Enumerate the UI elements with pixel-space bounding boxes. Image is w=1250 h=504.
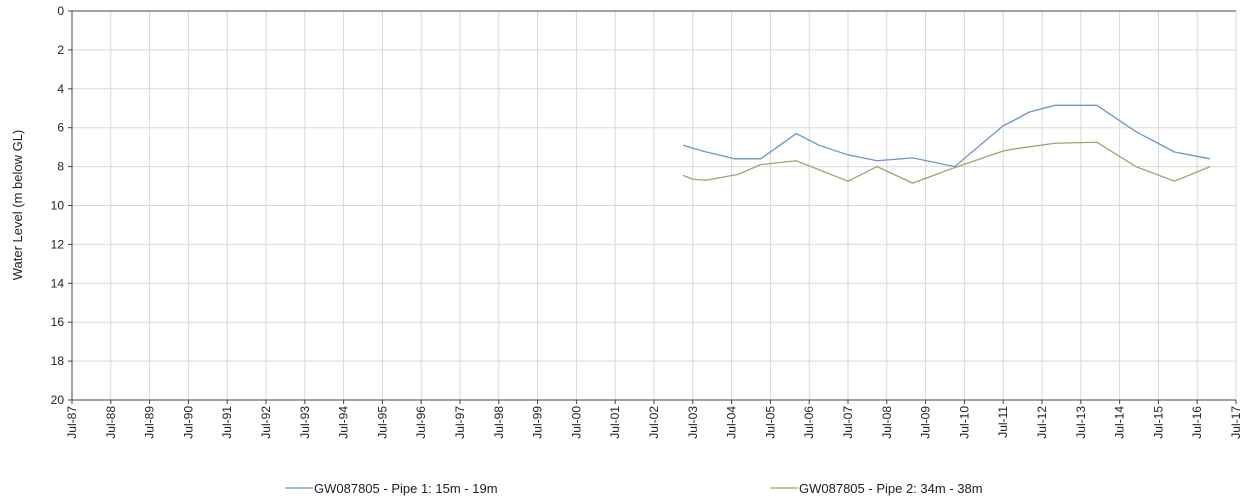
x-tick-label: Jul-96 [414,406,428,439]
legend-label: GW087805 - Pipe 1: 15m - 19m [314,481,498,496]
x-tick-label: Jul-10 [957,406,971,439]
y-tick-label: 12 [51,237,65,251]
y-tick-label: 0 [57,4,64,18]
x-tick-label: Jul-04 [725,406,739,439]
x-tick-label: Jul-93 [298,406,312,439]
series-line [682,141,1211,184]
y-tick-label: 10 [51,199,65,213]
y-tick-label: 8 [57,160,64,174]
x-tick-label: Jul-97 [453,406,467,439]
x-tick-label: Jul-05 [763,406,777,439]
y-tick-label: 4 [57,82,64,96]
x-tick-label: Jul-06 [802,406,816,439]
series-line [682,104,1211,168]
x-tick-label: Jul-09 [919,406,933,439]
x-tick-label: Jul-94 [337,406,351,439]
y-tick-label: 18 [51,354,65,368]
legend-label: GW087805 - Pipe 2: 34m - 38m [799,481,983,496]
y-tick-label: 2 [57,43,64,57]
y-axis-title: Water Level (m below GL) [10,130,25,281]
x-tick-label: Jul-91 [220,406,234,439]
x-tick-label: Jul-17 [1229,406,1243,439]
y-tick-label: 20 [51,393,65,407]
x-tick-label: Jul-98 [492,406,506,439]
x-tick-label: Jul-07 [841,406,855,439]
x-tick-label: Jul-90 [181,406,195,439]
x-tick-label: Jul-95 [375,406,389,439]
x-tick-label: Jul-15 [1151,406,1165,439]
x-tick-label: Jul-88 [104,406,118,439]
x-tick-label: Jul-03 [686,406,700,439]
x-tick-label: Jul-16 [1190,406,1204,439]
y-tick-label: 6 [57,121,64,135]
x-tick-label: Jul-00 [569,406,583,439]
x-tick-label: Jul-92 [259,406,273,439]
x-tick-label: Jul-14 [1113,406,1127,439]
x-tick-label: Jul-08 [880,406,894,439]
x-tick-label: Jul-99 [531,406,545,439]
x-tick-label: Jul-87 [65,406,79,439]
x-tick-label: Jul-13 [1074,406,1088,439]
x-tick-label: Jul-02 [647,406,661,439]
x-tick-label: Jul-12 [1035,406,1049,439]
x-tick-label: Jul-01 [608,406,622,439]
x-tick-label: Jul-89 [143,406,157,439]
y-tick-label: 16 [51,315,65,329]
y-tick-label: 14 [51,276,65,290]
x-tick-label: Jul-11 [996,406,1010,438]
